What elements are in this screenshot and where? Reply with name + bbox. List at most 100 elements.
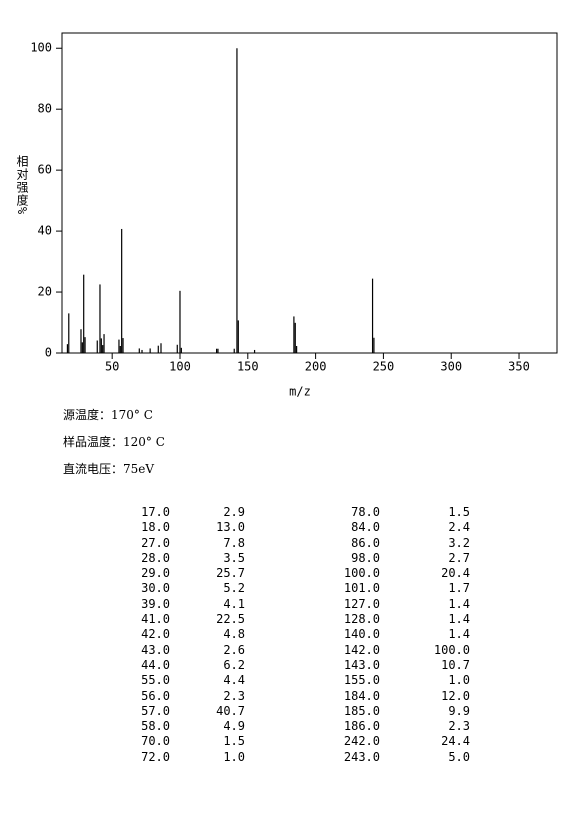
table-cell: 72.0 [141,749,170,764]
table-cell: 17.0 [141,505,170,519]
table-cell: 86.0 [351,535,380,550]
table-cell: 29.0 [141,566,170,581]
table-row: 17.0 2.9 78.0 1.5 [95,505,470,520]
table-cell: 186.0 [343,719,380,734]
table-cell: 184.0 [343,688,380,703]
table-cell: 5.0 [448,749,470,764]
table-cell: 98.0 [351,550,380,565]
table-cell: 55.0 [141,673,170,688]
chart: m/z 相对强度% 0 20 40 60 80 100 50 100 150 200 250 300 3… [15,32,558,399]
table-row: 72.0 1.0 243.0 5.0 [95,750,470,765]
table-cell: 70.0 [141,734,170,749]
table-cell: 2.3 [448,719,470,734]
table-cell: 3.2 [448,535,470,550]
table-cell: 27.0 [141,535,170,550]
table-cell: 41.0 [141,612,170,627]
table-cell: 1.7 [448,581,470,596]
table-cell: 142.0 [343,642,380,657]
table-cell: 4.4 [223,673,245,688]
table-row: 28.0 3.5 98.0 2.7 [95,551,470,566]
plot-frame [61,32,558,354]
condition: 直流电压：75eV [63,462,155,476]
x-tick-label: 100 [169,360,191,374]
table-cell: 84.0 [351,520,380,535]
table-row: 27.0 7.8 86.0 3.2 [95,536,470,551]
table-cell: 140.0 [343,627,380,642]
table-cell: 242.0 [343,734,380,749]
table-cell: 2.3 [223,688,245,703]
table-cell: 243.0 [343,749,380,764]
table-cell: 78.0 [351,505,380,519]
table-cell: 6.2 [223,657,245,672]
table-cell: 10.7 [441,657,470,672]
table-row: 42.0 4.8 140.0 1.4 [95,627,470,642]
table-row: 18.0 13.0 84.0 2.4 [95,520,470,535]
x-tick-label: 50 [105,360,119,374]
table-cell: 39.0 [141,596,170,611]
table-cell: 1.4 [448,627,470,642]
table-cell: 1.0 [223,749,245,764]
table-cell: 13.0 [216,520,245,535]
table-cell: 42.0 [141,627,170,642]
table-row: 56.0 2.3 184.0 12.0 [95,689,470,704]
x-tick-label: 250 [373,360,395,374]
y-tick-label: 60 [38,163,52,177]
table-cell: 101.0 [343,581,380,596]
table-row: 43.0 2.6 142.0 100.0 [95,643,470,658]
table-row: 30.0 5.2 101.0 1.7 [95,581,470,596]
table-row: 39.0 4.1 127.0 1.4 [95,597,470,612]
table-cell: 18.0 [141,520,170,535]
y-tick-label: 0 [45,346,52,360]
table-cell: 7.8 [223,535,245,550]
table-cell: 2.6 [223,642,245,657]
x-tick-label: 200 [305,360,327,374]
table-cell: 28.0 [141,550,170,565]
table-cell: 100.0 [433,642,470,657]
table-cell: 43.0 [141,642,170,657]
table-cell: 22.5 [216,612,245,627]
y-tick-label: 20 [38,285,52,299]
table-cell: 4.8 [223,627,245,642]
table-cell: 127.0 [343,596,380,611]
table-cell: 2.4 [448,520,470,535]
table-cell: 1.5 [223,734,245,749]
table-cell: 12.0 [441,688,470,703]
table-row: 29.0 25.7 100.0 20.4 [95,566,470,581]
table-cell: 100.0 [343,566,380,581]
peak-table: 17.0 2.9 78.0 1.5 18.0 13.0 84.0 2.4 27.0 7.8 86.0… [95,505,470,765]
condition: 样品温度：120° C [63,435,165,449]
table-row: 55.0 4.4 155.0 1.0 [95,673,470,688]
table-cell: 40.7 [216,703,245,718]
table-row: 57.0 40.7 185.0 9.9 [95,704,470,719]
table-cell: 1.4 [448,596,470,611]
y-axis-label: 相对强度% [15,154,29,215]
table-cell: 1.0 [448,673,470,688]
table-cell: 1.5 [448,505,470,519]
condition: 源温度：170° C [63,408,153,422]
table-row: 58.0 4.9 186.0 2.3 [95,719,470,734]
y-tick-label: 80 [38,102,52,116]
table-cell: 1.4 [448,612,470,627]
table-cell: 30.0 [141,581,170,596]
table-cell: 44.0 [141,657,170,672]
table-row: 70.0 1.5 242.0 24.4 [95,734,470,749]
table-cell: 4.1 [223,596,245,611]
table-cell: 4.9 [223,719,245,734]
table-cell: 143.0 [343,657,380,672]
table-cell: 24.4 [441,734,470,749]
x-tick-label: 300 [440,360,462,374]
x-tick-label: 350 [508,360,530,374]
y-tick-label: 40 [38,224,52,238]
table-cell: 9.9 [448,703,470,718]
table-cell: 2.9 [223,505,245,519]
table-cell: 5.2 [223,581,245,596]
table-cell: 20.4 [441,566,470,581]
table-cell: 2.7 [448,550,470,565]
table-cell: 155.0 [343,673,380,688]
table-cell: 185.0 [343,703,380,718]
x-axis-label: m/z [289,385,311,399]
x-tick-label: 150 [237,360,259,374]
table-cell: 3.5 [223,550,245,565]
table-row: 44.0 6.2 143.0 10.7 [95,658,470,673]
